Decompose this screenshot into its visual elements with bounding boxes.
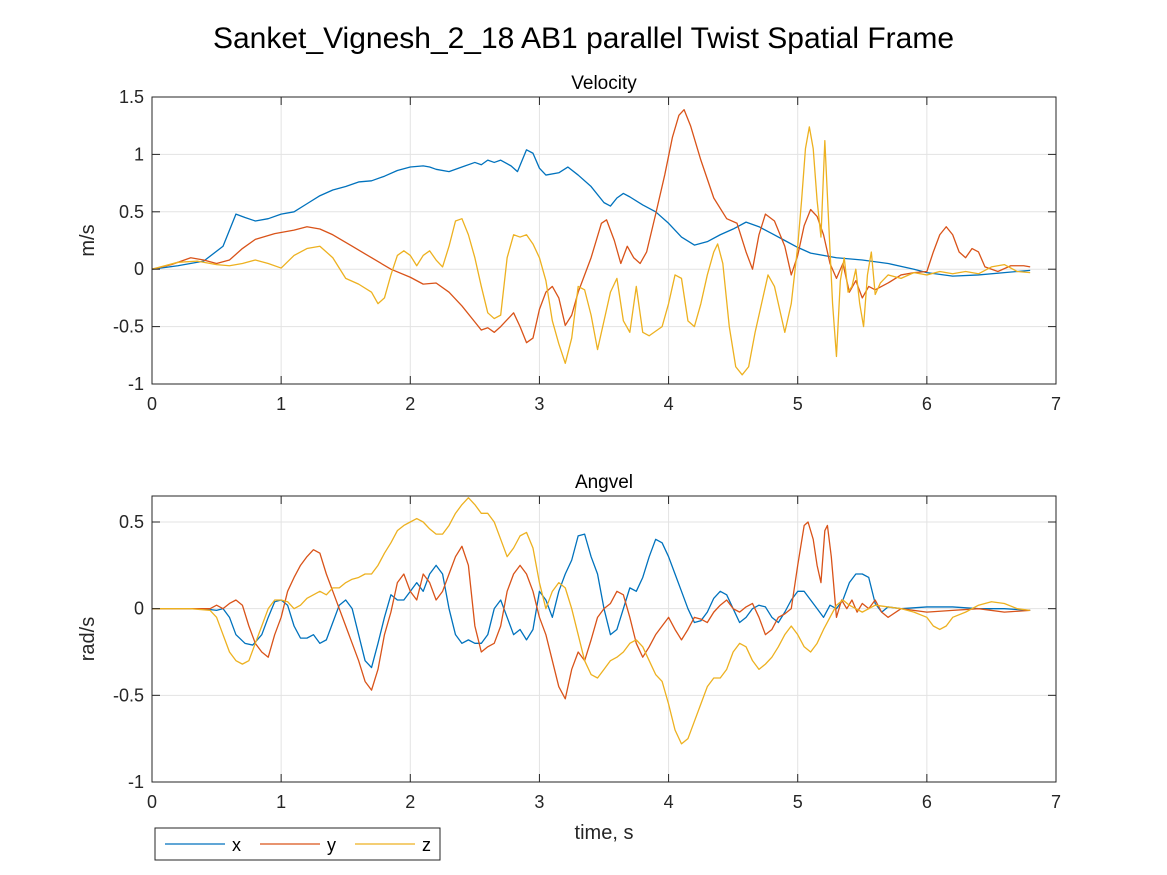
- velocity-xtick-label: 7: [1051, 394, 1061, 414]
- angvel-xtick-label: 6: [922, 792, 932, 812]
- velocity-xtick-label: 1: [276, 394, 286, 414]
- angvel-axes: 0 1 2 3 4 5 6 7 -1 -0.5 0 0.5 Angvel rad/s time, s: [77, 472, 1061, 844]
- velocity-ytick-label: 1: [134, 144, 144, 164]
- velocity-ytick-label: -1: [128, 374, 144, 394]
- angvel-xtick-label: 4: [664, 792, 674, 812]
- angvel-ytick-label: 0: [134, 599, 144, 619]
- velocity-ytick-label: -0.5: [113, 317, 144, 337]
- velocity-xtick-label: 6: [922, 394, 932, 414]
- angvel-plot-area: [152, 496, 1056, 782]
- angvel-xtick-label: 2: [405, 792, 415, 812]
- legend-label-x: x: [232, 835, 241, 855]
- velocity-axes-box: [151, 96, 1057, 385]
- angvel-xtick-label: 0: [147, 792, 157, 812]
- angvel-xtick-label: 3: [534, 792, 544, 812]
- velocity-xtick-label: 4: [664, 394, 674, 414]
- angvel-series-x: [152, 533, 1031, 669]
- velocity-plot-area: [152, 97, 1056, 384]
- velocity-series-x: [152, 149, 1031, 277]
- velocity-xtick-label: 0: [147, 394, 157, 414]
- angvel-ytick-label: 0.5: [119, 512, 144, 532]
- velocity-xtick-label: 3: [534, 394, 544, 414]
- velocity-axes: 0 1 2 3 4 5 6 7 -1 -0.5 0 0.5 1 1.5 Velocity m/s: [77, 73, 1061, 414]
- velocity-xtick-label: 5: [793, 394, 803, 414]
- velocity-ylabel: m/s: [77, 224, 99, 256]
- angvel-ylabel: rad/s: [77, 617, 99, 661]
- velocity-series-z: [152, 126, 1031, 376]
- velocity-ytick-label: 0.5: [119, 202, 144, 222]
- velocity-xtick-label: 2: [405, 394, 415, 414]
- legend-label-y: y: [327, 835, 336, 855]
- angvel-xtick-label: 5: [793, 792, 803, 812]
- legend-label-z: z: [422, 835, 431, 855]
- velocity-ytick-label: 0: [134, 259, 144, 279]
- velocity-title: Velocity: [571, 73, 637, 94]
- angvel-ytick-label: -1: [128, 772, 144, 792]
- velocity-ytick-label: 1.5: [119, 87, 144, 107]
- angvel-title: Angvel: [575, 472, 633, 493]
- angvel-xlabel: time, s: [575, 822, 634, 844]
- angvel-series-z: [152, 497, 1031, 745]
- angvel-xtick-label: 1: [276, 792, 286, 812]
- legend: x y z: [154, 827, 441, 861]
- angvel-xtick-label: 7: [1051, 792, 1061, 812]
- figure-title: Sanket_Vignesh_2_18 AB1 parallel Twist S…: [213, 22, 954, 55]
- angvel-ytick-label: -0.5: [113, 685, 144, 705]
- angvel-series-y: [152, 521, 1031, 700]
- angvel-axes-box: [151, 495, 1057, 783]
